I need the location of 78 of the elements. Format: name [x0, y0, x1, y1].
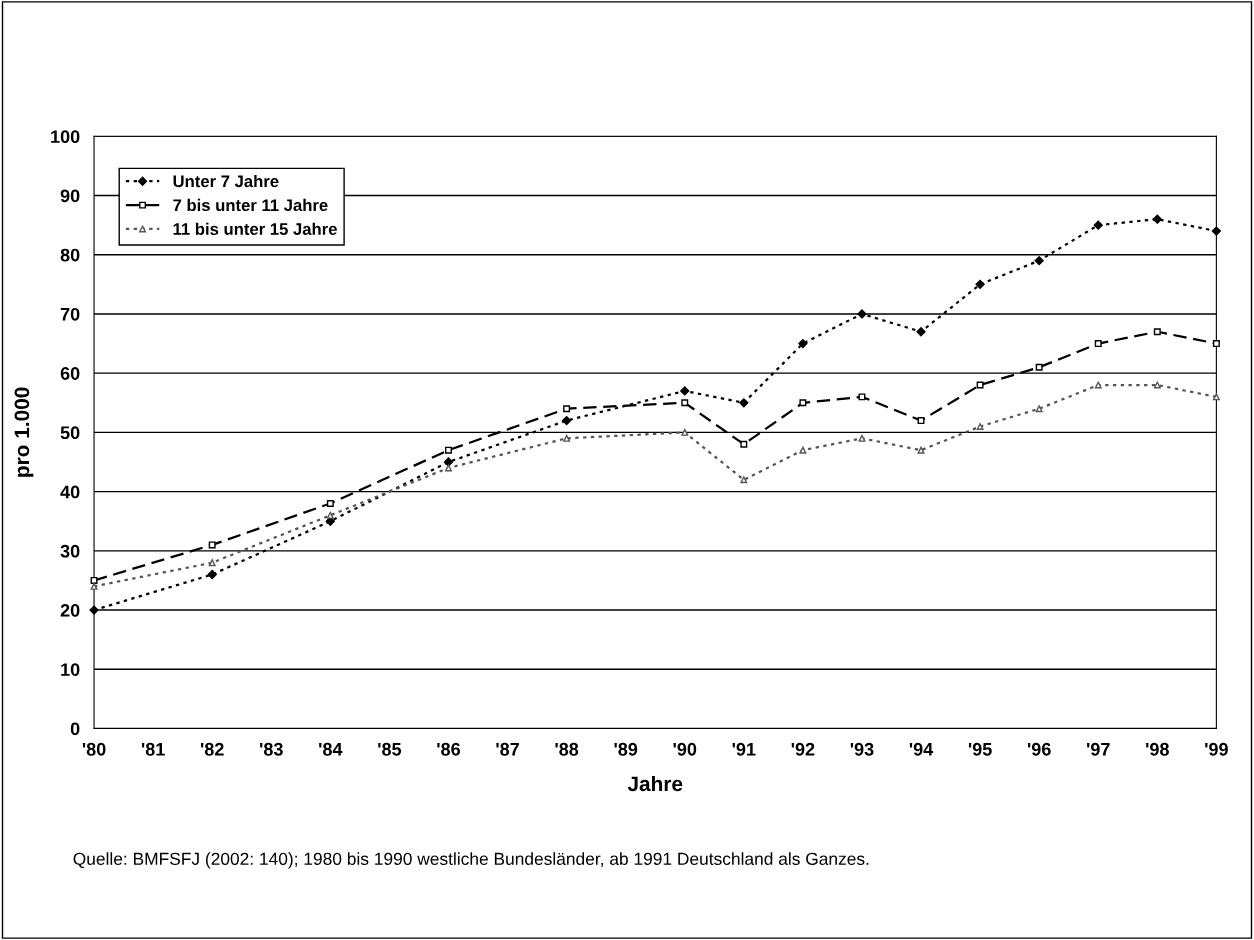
y-tick-label: 30: [60, 544, 80, 558]
y-tick-label: 0: [70, 722, 80, 736]
point: [444, 446, 452, 454]
y-tick-label: 60: [60, 367, 80, 380]
point: [90, 576, 98, 584]
point: [798, 338, 808, 349]
point: [799, 399, 807, 407]
point: [739, 398, 749, 408]
point: [917, 417, 925, 425]
legend-label: 11 bis unter 15 Jahre: [173, 222, 337, 235]
x-tick-label: '90: [673, 742, 697, 756]
point: [1153, 381, 1161, 389]
point: [740, 440, 748, 448]
legend-label: 7 bis unter 11 Jahre: [173, 198, 328, 212]
point: [858, 434, 866, 442]
y-tick-label: 40: [60, 485, 80, 499]
y-tick-label: 10: [61, 663, 80, 676]
x-tick-label: '97: [1087, 742, 1110, 756]
x-tick-label: '84: [319, 742, 343, 756]
point: [443, 457, 454, 467]
point: [917, 446, 925, 454]
point: [1093, 220, 1103, 230]
y-tick-label: 100: [51, 130, 80, 144]
point: [563, 405, 571, 413]
y-tick-label: 80: [60, 248, 80, 262]
point: [740, 476, 748, 484]
point: [1152, 214, 1162, 224]
point: [976, 381, 984, 389]
y-axis-title: pro 1.000: [14, 387, 34, 477]
x-axis-title: Jahre: [627, 775, 683, 792]
point: [89, 605, 99, 615]
legend-label: Unter 7 Jahre: [173, 174, 279, 188]
y-tick-label: 20: [60, 603, 80, 617]
point: [916, 327, 926, 337]
x-tick-label: '99: [1205, 742, 1228, 756]
point: [208, 559, 216, 567]
point: [1211, 226, 1222, 236]
point: [561, 415, 572, 426]
point: [1153, 328, 1161, 336]
x-tick-label: '81: [141, 742, 165, 756]
point: [326, 511, 334, 519]
point: [1212, 340, 1220, 348]
y-tick-label: 50: [60, 426, 80, 440]
point: [858, 393, 866, 401]
point: [976, 423, 984, 430]
x-tick-label: '86: [437, 742, 461, 756]
x-tick-label: '87: [496, 742, 519, 756]
point: [1212, 393, 1220, 401]
point: [207, 569, 217, 580]
point: [208, 541, 216, 549]
x-tick-label: '85: [378, 742, 402, 756]
point: [680, 386, 690, 396]
x-tick-label: '93: [850, 742, 874, 756]
point: [1035, 405, 1043, 413]
x-tick-label: '91: [732, 742, 756, 756]
x-tick-label: '92: [791, 742, 815, 756]
x-tick-label: '94: [909, 742, 934, 756]
y-tick-label: 90: [60, 189, 80, 203]
source-note: Quelle: BMFSFJ (2002: 140); 1980 bis 1990 westliche Bundesländer, ab 1991 Deutschland als Ganzes.: [73, 852, 869, 869]
x-tick-label: '89: [614, 742, 638, 756]
x-tick-label: '82: [200, 742, 224, 756]
x-tick-label: '96: [1027, 742, 1051, 756]
point: [799, 446, 807, 454]
point: [1094, 340, 1102, 348]
point: [975, 279, 985, 289]
point: [326, 499, 334, 507]
y-tick-label: 70: [60, 307, 80, 321]
point: [1094, 381, 1102, 389]
point: [1034, 256, 1044, 266]
point: [681, 399, 689, 407]
point: [563, 434, 571, 442]
x-tick-label: '88: [555, 742, 579, 756]
point: [681, 428, 689, 436]
point: [1035, 363, 1043, 371]
x-tick-label: '98: [1146, 742, 1169, 756]
x-tick-label: '80: [82, 742, 106, 756]
x-tick-label: '95: [968, 742, 992, 756]
x-tick-label: '83: [260, 742, 283, 756]
